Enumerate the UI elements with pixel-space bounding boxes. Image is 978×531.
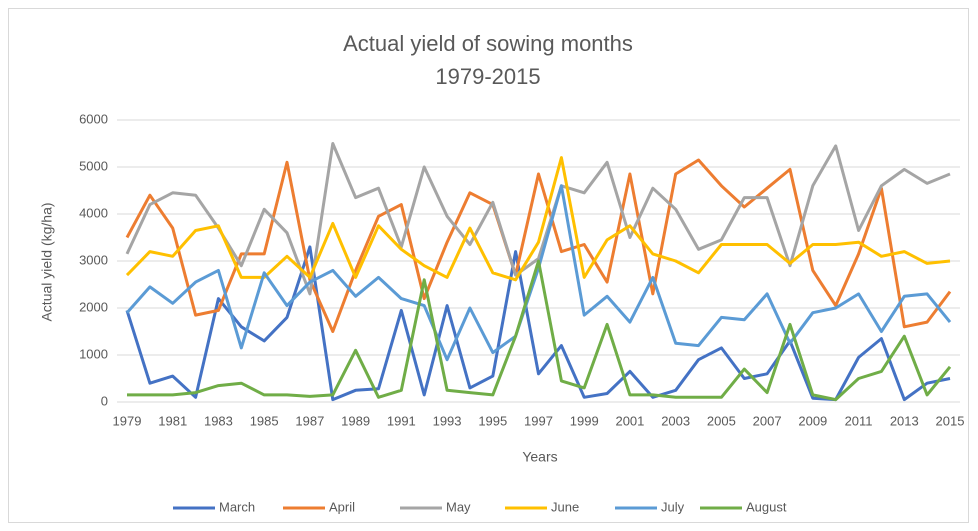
x-tick-label: 1983 — [204, 413, 233, 428]
x-tick-label: 2011 — [845, 413, 873, 428]
series-line — [125, 158, 952, 333]
y-tick-label: 4000 — [79, 205, 108, 220]
x-tick-label: 1993 — [433, 413, 462, 428]
series-line — [127, 259, 952, 402]
x-tick-label: 2005 — [707, 413, 736, 428]
legend-label: March — [219, 499, 255, 514]
chart-subtitle: 1979-2015 — [435, 64, 540, 89]
legend-label: May — [446, 499, 471, 514]
chart-title: Actual yield of sowing months — [343, 31, 633, 56]
y-tick-label: 5000 — [79, 158, 108, 173]
x-tick-label: 1999 — [570, 413, 599, 428]
x-tick-label: 1981 — [158, 413, 187, 428]
x-tick-label: 1985 — [250, 413, 279, 428]
y-tick-label: 0 — [101, 393, 108, 408]
legend-label: August — [746, 499, 787, 514]
y-tick-label: 2000 — [79, 299, 108, 314]
x-tick-label: 1979 — [113, 413, 142, 428]
y-tick-label: 1000 — [79, 346, 108, 361]
x-tick-label: 2009 — [798, 413, 827, 428]
x-tick-label: 2007 — [753, 413, 782, 428]
x-tick-label: 2013 — [890, 413, 919, 428]
x-tick-label: 1987 — [295, 413, 324, 428]
x-axis-title: Years — [522, 449, 557, 465]
x-tick-label: 2003 — [661, 413, 690, 428]
x-tick-label: 1997 — [524, 413, 553, 428]
x-tick-label: 2001 — [615, 413, 644, 428]
legend-label: July — [661, 499, 685, 514]
legend-label: June — [551, 499, 579, 514]
y-tick-label: 3000 — [79, 252, 108, 267]
y-axis-title: Actual yield (kg/ha) — [39, 202, 55, 321]
series-line — [125, 142, 951, 296]
x-tick-label: 1991 — [387, 413, 416, 428]
y-tick-label: 6000 — [79, 111, 108, 126]
series-line — [125, 245, 951, 402]
x-tick-label: 1989 — [341, 413, 370, 428]
x-tick-label: 2015 — [936, 413, 965, 428]
legend-label: April — [329, 499, 355, 514]
x-tick-label: 1995 — [478, 413, 507, 428]
